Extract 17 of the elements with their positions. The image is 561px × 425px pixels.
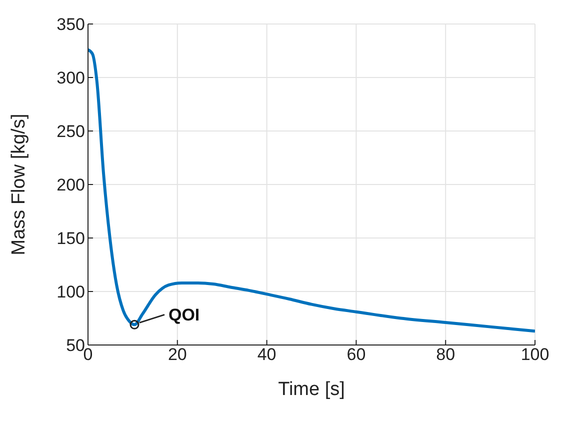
x-tick-label: 20 (168, 345, 187, 364)
x-tick-label: 100 (520, 345, 550, 364)
y-tick-label: 50 (66, 336, 85, 356)
x-tick-label: 60 (346, 345, 366, 364)
y-axis-title: Mass Flow [kg/s] (8, 114, 30, 256)
line-series (88, 48, 535, 333)
y-tick-label: 350 (56, 15, 85, 34)
annotation: QOI (168, 306, 200, 325)
y-tick-label: 250 (56, 122, 85, 142)
x-tick-label: 80 (436, 345, 456, 364)
y-tick-label: 300 (56, 68, 85, 88)
y-tick-label: 100 (56, 282, 85, 302)
y-tick-label: 200 (56, 176, 85, 195)
x-tick-label: 0 (83, 345, 93, 364)
x-axis-title: Time [s] (278, 379, 345, 400)
x-tick-label: 40 (257, 345, 276, 364)
y-tick-label: 150 (56, 229, 85, 248)
